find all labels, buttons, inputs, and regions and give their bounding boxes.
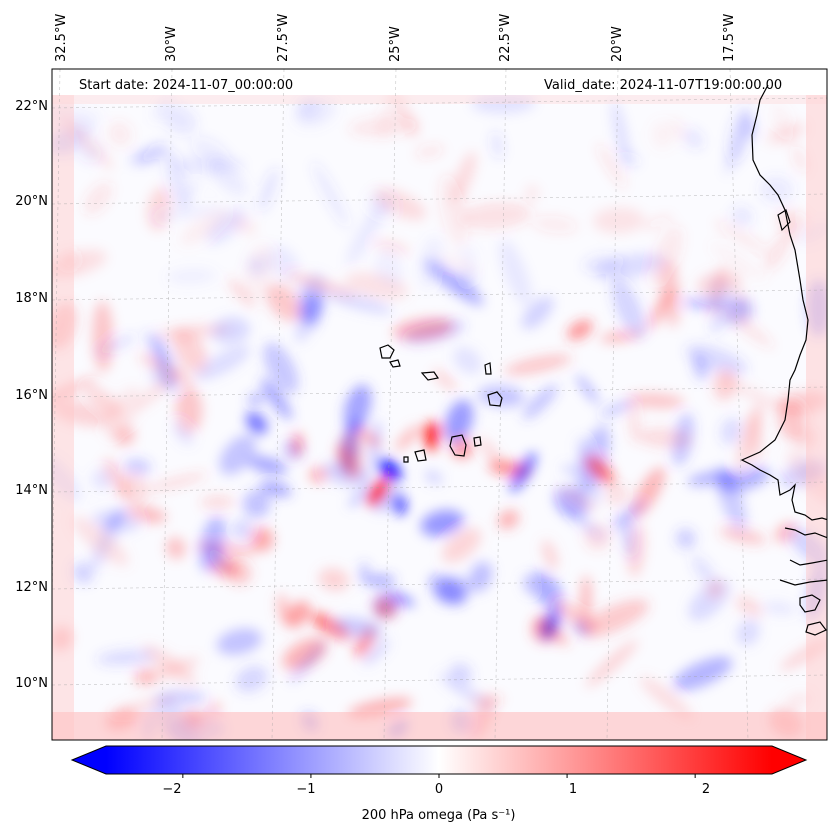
gridlines	[52, 69, 827, 740]
lon-label: 20°W	[610, 26, 625, 62]
lon-label: 17.5°W	[722, 13, 737, 62]
lat-label: 14°N	[15, 483, 48, 498]
colorbar-tick-label: 2	[701, 782, 711, 797]
lat-label: 12°N	[15, 580, 48, 595]
lat-label: 10°N	[15, 676, 48, 691]
colorbar-extend-max	[772, 746, 806, 774]
lon-label: 32.5°W	[54, 13, 69, 62]
lat-label: 22°N	[15, 99, 48, 114]
colorbar-label: 200 hPa omega (Pa s⁻¹)	[361, 808, 516, 823]
lon-label: 27.5°W	[276, 13, 291, 62]
start-date-text: Start date: 2024-11-07_00:00:00	[79, 78, 294, 93]
colorbar-body	[106, 746, 772, 774]
omega-field	[52, 69, 827, 740]
coastline	[379, 84, 827, 636]
lon-label: 22.5°W	[498, 13, 513, 62]
colorbar-tick-label: −2	[162, 782, 182, 797]
lon-label: 30°W	[164, 26, 179, 62]
colorbar-tick-label: −1	[296, 782, 316, 797]
lon-label: 25°W	[388, 26, 403, 62]
map-frame	[51, 68, 828, 741]
colorbar-tick-label: 0	[434, 782, 444, 797]
lat-label: 20°N	[15, 194, 48, 209]
colorbar	[70, 745, 808, 778]
lat-label: 16°N	[15, 388, 48, 403]
valid-date-text: Valid_date: 2024-11-07T19:00:00.00	[544, 78, 783, 93]
colorbar-extend-min	[72, 746, 106, 774]
colorbar-tick-label: 1	[568, 782, 578, 797]
lat-label: 18°N	[15, 291, 48, 306]
